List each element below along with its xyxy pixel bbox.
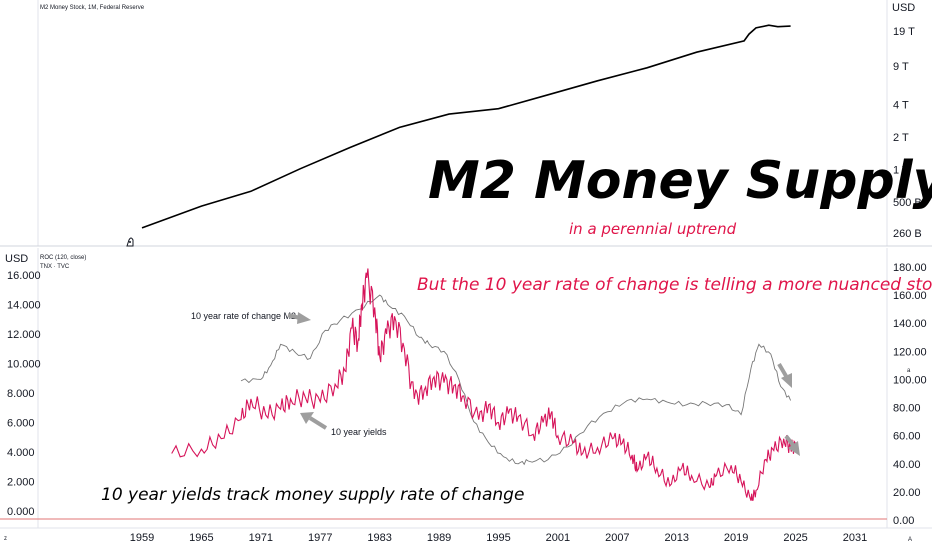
x-tick-label: 1971 [249, 532, 273, 544]
left-y-tick-label: 2.000 [7, 477, 35, 489]
arrow-icon-roc-label [287, 312, 311, 324]
left-y-tick-label: 12.000 [7, 329, 41, 341]
settings-icon[interactable]: z [4, 536, 7, 542]
top-currency-label: USD [892, 2, 915, 14]
x-tick-label: 1965 [189, 532, 213, 544]
arrow-icon-yield-down [784, 434, 800, 456]
left-y-tick-label: 0.000 [7, 506, 35, 518]
x-tick-label: 2013 [665, 532, 689, 544]
left-y-axis: 16.000 14.000 12.000 10.000 8.000 6.000 4.000 2… [7, 270, 41, 518]
x-tick-label: 2031 [843, 532, 867, 544]
x-tick-label: 2019 [724, 532, 748, 544]
yields-annotation: 10 year yields [331, 427, 387, 437]
data-source-icon [126, 237, 134, 247]
roc-legend: ROC (120, close) [40, 255, 86, 261]
top-y-tick-label: 500 B [893, 197, 922, 209]
m2-legend: M2 Money Stock, 1M, Federal Reserve [40, 5, 145, 11]
x-tick-label: 1995 [486, 532, 510, 544]
left-y-tick-label: 10.000 [7, 359, 41, 371]
tnx-legend: TNX · TVC [40, 264, 70, 270]
top-y-tick-label: 19 T [893, 26, 915, 38]
yield-series-line [171, 268, 797, 501]
right-y-tick-label: 180.00 [893, 262, 927, 274]
right-y-tick-label: 160.00 [893, 290, 927, 302]
headline-note: But the 10 year rate of change is tellin… [417, 275, 932, 295]
left-y-tick-label: 14.000 [7, 300, 41, 312]
top-y-tick-label: 2 T [893, 132, 909, 144]
m2-title: M2 Money Supply [428, 151, 932, 211]
right-y-tick-label: 60.00 [893, 431, 921, 443]
right-y-axis: 180.00 160.00 140.00 120.00 100.00 80.00 60.00… [893, 262, 927, 527]
top-y-tick-label: 9 T [893, 61, 909, 73]
arrow-icon-roc-down [777, 362, 792, 388]
right-y-tick-label: 80.00 [893, 403, 921, 415]
x-tick-label: 1989 [427, 532, 451, 544]
top-y-tick-label: 260 B [893, 228, 922, 240]
right-y-tick-label: 40.00 [893, 459, 921, 471]
left-y-tick-label: 16.000 [7, 270, 41, 282]
collapse-icon[interactable]: A [908, 537, 912, 543]
x-tick-label: 1983 [367, 532, 391, 544]
roc-series-line [240, 294, 792, 466]
x-tick-label: 2025 [783, 532, 807, 544]
top-y-tick-label: 1 T [893, 165, 909, 177]
left-y-tick-label: 6.000 [7, 418, 35, 430]
m2-subtitle: in a perennial uptrend [569, 220, 737, 238]
right-y-tick-label: 140.00 [893, 318, 927, 330]
bottom-currency-label: USD [5, 253, 28, 265]
m2-series-line [141, 24, 791, 229]
x-tick-label: 1959 [130, 532, 154, 544]
footer-note: 10 year yields track money supply rate o… [101, 485, 524, 505]
right-y-tick-label: 0.00 [893, 515, 914, 527]
right-y-tick-label: 120.00 [893, 346, 927, 358]
left-y-tick-label: 4.000 [7, 447, 35, 459]
navigate-right-icon[interactable]: a [907, 368, 911, 374]
time-axis: 1959 1965 1971 1977 1983 1989 1995 2001 2007 2013… [130, 532, 867, 544]
arrow-icon-yields-label [300, 412, 328, 430]
x-tick-label: 1977 [308, 532, 332, 544]
left-y-tick-label: 8.000 [7, 388, 35, 400]
roc-annotation: 10 year rate of change M2 [191, 311, 296, 321]
top-y-tick-label: 4 T [893, 99, 909, 111]
right-y-tick-label: 20.00 [893, 487, 921, 499]
x-tick-label: 2007 [605, 532, 629, 544]
right-y-tick-label: 100.00 [893, 374, 927, 386]
top-y-axis: 19 T 9 T 4 T 2 T 1 T 500 B 260 B [893, 26, 922, 240]
x-tick-label: 2001 [546, 532, 570, 544]
